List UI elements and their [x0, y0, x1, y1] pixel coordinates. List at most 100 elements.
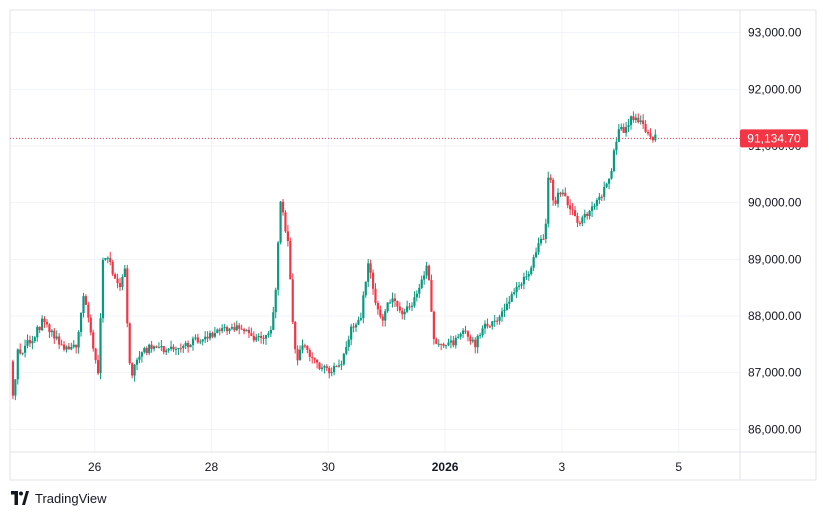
- candle-down[interactable]: [179, 348, 182, 350]
- candle-down[interactable]: [294, 322, 297, 350]
- candle-up[interactable]: [36, 326, 39, 338]
- candle-down[interactable]: [369, 263, 372, 273]
- candle-up[interactable]: [14, 379, 17, 396]
- candle-up[interactable]: [106, 257, 109, 259]
- candle-up[interactable]: [143, 348, 146, 353]
- candle-up[interactable]: [345, 346, 348, 354]
- candle-up[interactable]: [534, 252, 538, 258]
- candle-up[interactable]: [607, 178, 611, 184]
- candle-up[interactable]: [189, 344, 192, 348]
- candle-down[interactable]: [126, 268, 129, 324]
- candle-down[interactable]: [150, 344, 153, 349]
- candle-down[interactable]: [549, 177, 552, 180]
- candle-up[interactable]: [481, 328, 484, 336]
- candle-up[interactable]: [70, 346, 73, 350]
- candle-up[interactable]: [301, 345, 304, 350]
- candle-up[interactable]: [503, 309, 506, 312]
- candle-down[interactable]: [600, 196, 603, 198]
- candle-down[interactable]: [296, 349, 299, 361]
- candle-down[interactable]: [218, 329, 221, 331]
- candle-up[interactable]: [208, 333, 212, 339]
- candle-down[interactable]: [569, 205, 572, 210]
- candle-up[interactable]: [184, 342, 187, 346]
- candle-up[interactable]: [544, 223, 547, 239]
- candle-down[interactable]: [328, 367, 331, 374]
- candle-up[interactable]: [357, 319, 360, 325]
- candle-down[interactable]: [196, 337, 199, 343]
- candle-up[interactable]: [362, 295, 365, 319]
- candle-down[interactable]: [211, 333, 214, 337]
- candle-down[interactable]: [637, 117, 640, 123]
- candle-down[interactable]: [452, 340, 455, 346]
- candle-up[interactable]: [515, 286, 518, 293]
- candle-up[interactable]: [330, 372, 333, 374]
- candle-down[interactable]: [642, 120, 645, 125]
- candle-up[interactable]: [367, 263, 370, 282]
- candle-down[interactable]: [371, 272, 375, 289]
- candle-down[interactable]: [260, 335, 263, 338]
- candle-up[interactable]: [547, 177, 550, 224]
- candle-up[interactable]: [593, 205, 596, 207]
- candle-up[interactable]: [634, 117, 637, 120]
- candle-down[interactable]: [474, 339, 477, 348]
- candle-up[interactable]: [605, 183, 608, 187]
- candle-down[interactable]: [94, 348, 97, 361]
- candle-up[interactable]: [72, 344, 75, 347]
- candle-down[interactable]: [496, 320, 499, 322]
- candle-down[interactable]: [466, 331, 470, 337]
- candle-up[interactable]: [340, 364, 343, 366]
- candle-down[interactable]: [318, 362, 321, 369]
- candle-up[interactable]: [406, 306, 409, 312]
- candle-down[interactable]: [116, 278, 119, 284]
- candle-up[interactable]: [223, 327, 226, 329]
- candle-down[interactable]: [393, 298, 397, 301]
- candle-up[interactable]: [269, 329, 272, 334]
- candle-down[interactable]: [58, 336, 61, 345]
- candle-up[interactable]: [82, 296, 85, 314]
- candle-down[interactable]: [111, 261, 114, 275]
- candle-up[interactable]: [174, 348, 178, 350]
- candle-down[interactable]: [96, 360, 100, 374]
- candle-up[interactable]: [167, 348, 170, 351]
- candle-up[interactable]: [583, 213, 586, 218]
- candle-up[interactable]: [447, 342, 450, 346]
- candle-down[interactable]: [75, 344, 78, 348]
- candle-up[interactable]: [350, 326, 353, 340]
- candle-up[interactable]: [323, 366, 326, 368]
- candle-up[interactable]: [201, 339, 204, 342]
- candle-up[interactable]: [230, 327, 234, 329]
- candle-down[interactable]: [252, 335, 255, 341]
- candle-down[interactable]: [586, 213, 589, 217]
- candle-down[interactable]: [19, 349, 22, 354]
- candle-down[interactable]: [396, 300, 399, 307]
- candle-up[interactable]: [437, 343, 440, 345]
- candle-up[interactable]: [471, 339, 474, 342]
- candle-down[interactable]: [262, 337, 265, 339]
- candle-up[interactable]: [527, 274, 530, 277]
- candle-down[interactable]: [38, 326, 41, 331]
- candle-up[interactable]: [320, 367, 324, 369]
- candle-down[interactable]: [162, 346, 165, 353]
- candle-down[interactable]: [313, 357, 316, 360]
- candle-up[interactable]: [194, 337, 197, 339]
- candle-up[interactable]: [245, 329, 248, 332]
- candle-up[interactable]: [26, 340, 29, 346]
- candle-up[interactable]: [298, 349, 302, 361]
- candle-down[interactable]: [325, 366, 328, 368]
- candle-up[interactable]: [337, 365, 341, 367]
- candle-down[interactable]: [242, 329, 246, 332]
- candle-down[interactable]: [87, 304, 90, 318]
- candle-up[interactable]: [454, 337, 457, 346]
- candle-up[interactable]: [160, 346, 163, 348]
- candle-down[interactable]: [430, 279, 433, 312]
- candle-down[interactable]: [114, 274, 117, 279]
- candle-down[interactable]: [376, 303, 380, 310]
- candle-down[interactable]: [233, 327, 236, 331]
- candle-up[interactable]: [138, 356, 141, 360]
- candle-up[interactable]: [561, 192, 564, 195]
- candle-up[interactable]: [21, 352, 24, 354]
- candle-up[interactable]: [532, 257, 535, 268]
- candle-up[interactable]: [420, 279, 423, 288]
- candle-down[interactable]: [408, 306, 411, 308]
